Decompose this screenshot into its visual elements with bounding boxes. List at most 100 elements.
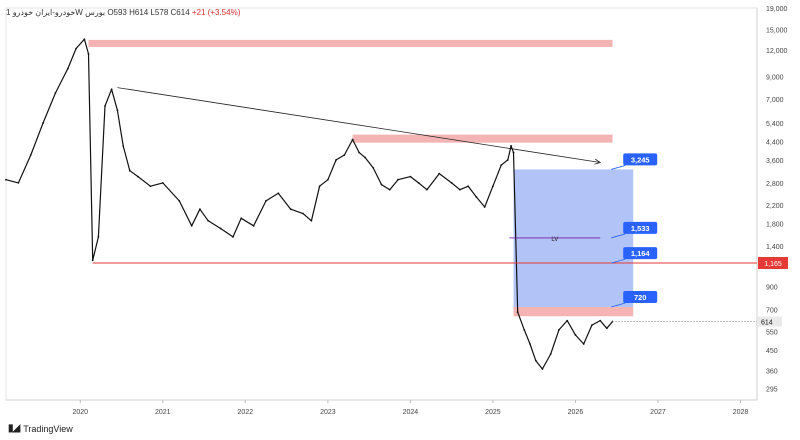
y-tick-label: 3,600 [766,158,784,165]
price-point [459,188,461,191]
y-tick-label: 2,200 [766,203,784,210]
close-value: C614 [170,8,190,17]
interval-label[interactable]: 1 [6,8,11,17]
low-value: L578 [150,8,169,17]
change-value: +21 (+3.54%) [191,8,241,17]
annotation-label: 3,245 [631,155,650,164]
open-value: O593 [107,8,127,17]
annotation-leader [611,302,626,308]
symbol-label[interactable]: خودرو-ایران خودروW [12,8,83,17]
y-tick-label: 550 [766,330,778,337]
x-axis[interactable]: 2020 2021 2022 2023 2024 2025 2026 2027 2028 [72,400,748,416]
price-point [529,343,531,345]
price-point [335,159,338,161]
annotation-leader [611,233,626,239]
y-tick-label: 450 [766,348,778,355]
price-point [549,353,552,355]
price-point [116,109,119,112]
price-point [83,38,86,41]
support-level-badge [758,257,788,270]
price-point [566,319,569,322]
price-point [75,47,78,50]
price-point [500,164,503,167]
price-point [534,359,537,362]
price-point [605,327,608,330]
lv-label: LV [551,237,558,243]
price-point [240,217,243,220]
price-point [574,334,577,336]
x-tick-label: 2022 [238,409,254,416]
annotation-badge [623,153,658,166]
price-point [91,259,94,262]
y-tick-label: 900 [766,285,778,292]
annotation-label: 1,533 [631,224,650,233]
price-point [190,224,193,227]
price-point [450,182,453,184]
price-series [5,38,614,370]
price-point [110,88,113,91]
price-point [417,182,420,184]
x-tick-label: 2020 [72,409,88,416]
high-value: H614 [129,8,149,17]
price-point [199,208,201,211]
price-point [302,212,304,215]
price-point [29,154,32,156]
price-point [17,182,20,184]
resistance-zone [88,39,613,47]
levels: 1,165 [92,257,788,270]
resistance-zone [513,306,634,317]
x-tick-label: 2027 [650,409,666,416]
y-tick-label: 19,000 [766,6,788,13]
x-tick-label: 2028 [733,409,749,416]
tradingview-logo-icon: ▮◢ [8,423,20,434]
y-tick-label: 295 [766,386,778,393]
y-tick-label: 4,400 [766,140,784,147]
price-point [104,105,106,107]
annotations: 3,245 1,533 1,164 720 LV [509,153,658,308]
y-tick-label: 700 [766,308,778,315]
trendline[interactable] [117,87,602,165]
price-point [42,122,45,124]
price-point [137,175,139,178]
price-point [5,178,7,181]
y-tick-label: 15,000 [766,28,788,35]
price-point [66,67,69,70]
price-point [372,166,375,169]
price-point [326,178,329,181]
exchange-label: بورس [85,8,106,17]
price-point [599,319,602,322]
price-point [409,175,412,178]
price-point [351,138,354,141]
brand[interactable]: ▮◢ TradingView [8,423,73,434]
price-point [318,185,321,188]
chart-header: 1 خودرو-ایران خودروW بورس O593 H614 L578… [6,8,240,17]
annotation-badge [623,290,658,303]
resistance-zone [352,134,613,143]
price-point [149,185,152,188]
price-point [516,311,519,314]
gridlines [5,7,758,401]
price-point [467,185,470,188]
last-price-badge [758,316,782,327]
y-axis[interactable]: 19,000 15,000 12,000 9,000 7,000 5,400 4,400 3,… [612,6,788,393]
price-point [510,144,512,147]
y-tick-label: 2,800 [766,181,784,188]
y-tick-label: 5,400 [766,121,784,128]
price-point [483,206,486,208]
price-point [523,329,526,331]
last-price-label: 614 [761,320,773,327]
price-point [591,324,593,327]
price-point [364,156,366,159]
price-point [252,224,255,227]
price-point [122,144,125,147]
price-point [277,192,280,195]
annotation-leader [611,165,626,170]
price-point [128,169,131,172]
y-tick-label: 12,000 [766,48,788,55]
price-point [97,236,100,238]
y-tick-label: 9,000 [766,74,784,81]
support-level-label: 1,165 [764,261,782,268]
price-point [582,343,585,345]
price-point [558,329,560,331]
